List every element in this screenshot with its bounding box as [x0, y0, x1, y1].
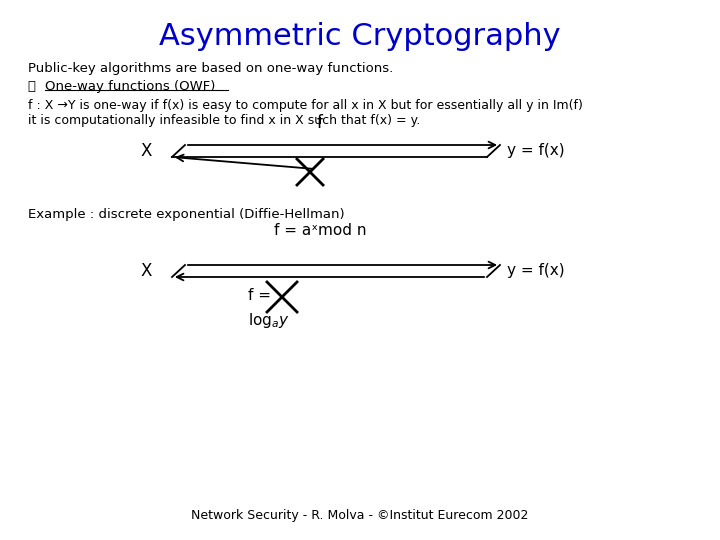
Text: it is computationally infeasible to find x in X such that f(x) = y.: it is computationally infeasible to find…: [28, 114, 420, 127]
Text: X: X: [140, 142, 152, 160]
Text: f : X →Y is one-way if f(x) is easy to compute for all x in X but for essentiall: f : X →Y is one-way if f(x) is easy to c…: [28, 99, 583, 112]
Text: f: f: [317, 114, 323, 132]
Text: y = f(x): y = f(x): [507, 144, 564, 159]
Text: f =: f =: [248, 287, 271, 302]
Text: One-way functions (OWF): One-way functions (OWF): [45, 80, 215, 93]
Text: Asymmetric Cryptography: Asymmetric Cryptography: [159, 22, 561, 51]
Text: y = f(x): y = f(x): [507, 264, 564, 279]
Text: Example : discrete exponential (Diffie-Hellman): Example : discrete exponential (Diffie-H…: [28, 208, 345, 221]
Text: X: X: [140, 262, 152, 280]
Text: Network Security - R. Molva - ©Institut Eurecom 2002: Network Security - R. Molva - ©Institut …: [192, 509, 528, 522]
Text: ⑆: ⑆: [28, 80, 40, 93]
Text: Public-key algorithms are based on one-way functions.: Public-key algorithms are based on one-w…: [28, 62, 393, 75]
Text: f = aˣmod n: f = aˣmod n: [274, 223, 366, 238]
Text: $\mathrm{log}_a y$: $\mathrm{log}_a y$: [248, 310, 289, 329]
